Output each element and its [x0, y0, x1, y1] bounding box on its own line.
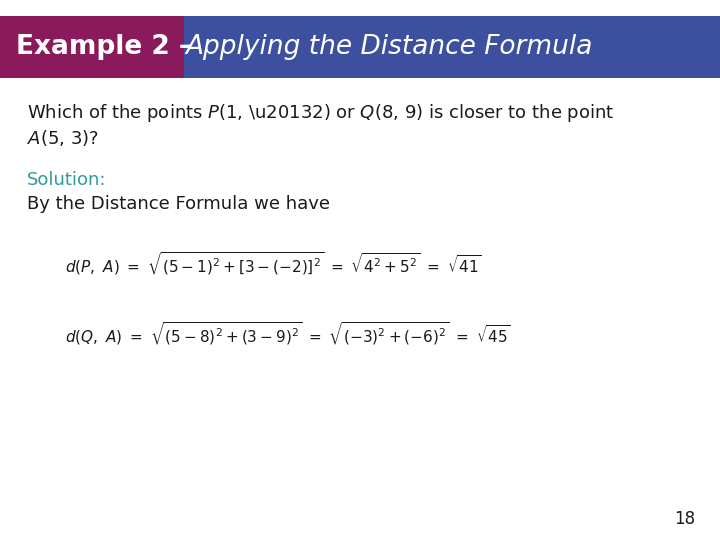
Text: $\mathit{A}$(5, 3)?: $\mathit{A}$(5, 3)?: [27, 127, 99, 148]
Text: By the Distance Formula we have: By the Distance Formula we have: [27, 195, 330, 213]
FancyBboxPatch shape: [184, 16, 720, 78]
Text: Solution:: Solution:: [27, 171, 107, 189]
Text: Which of the points $\mathit{P}$(1, \u20132) or $\mathit{Q}$(8, 9) is closer to : Which of the points $\mathit{P}$(1, \u20…: [27, 103, 615, 124]
Text: Applying the Distance Formula: Applying the Distance Formula: [186, 34, 593, 60]
Text: Example 2 –: Example 2 –: [16, 34, 201, 60]
Text: 18: 18: [674, 510, 695, 529]
FancyBboxPatch shape: [0, 16, 184, 78]
Text: $d(Q,\ A)\ =\ \sqrt{(5-8)^2+(3-9)^2}\ =\ \sqrt{(-3)^2+(-6)^2}\ =\ \sqrt{45}$: $d(Q,\ A)\ =\ \sqrt{(5-8)^2+(3-9)^2}\ =\…: [65, 321, 510, 348]
Text: $d(P,\ A)\ =\ \sqrt{(5-1)^2 + [3-(-2)]^2}\ =\ \sqrt{4^2+5^2}\ =\ \sqrt{41}$: $d(P,\ A)\ =\ \sqrt{(5-1)^2 + [3-(-2)]^2…: [65, 251, 482, 278]
